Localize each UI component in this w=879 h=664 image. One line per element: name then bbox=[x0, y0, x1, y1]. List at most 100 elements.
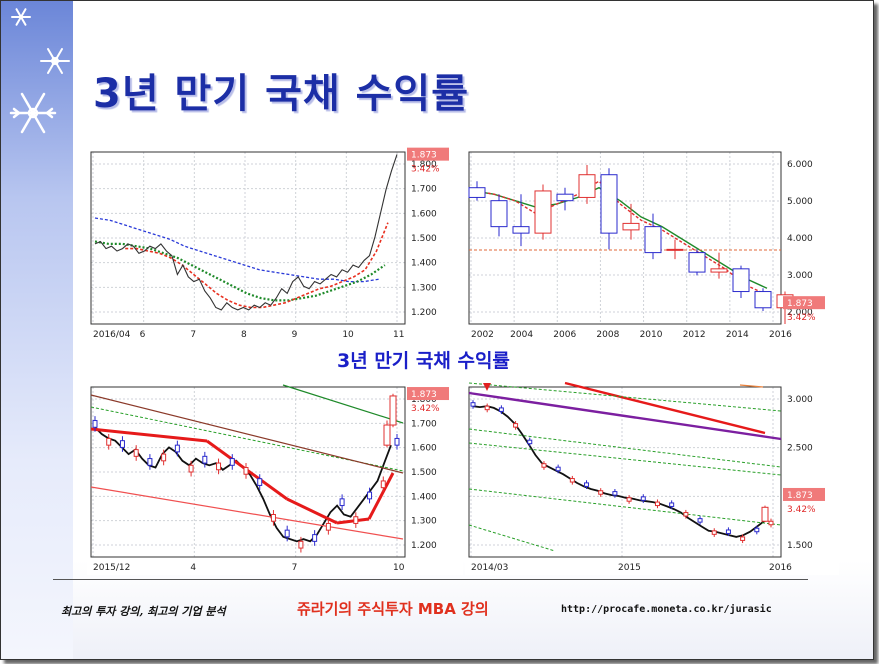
moving-average-green bbox=[282, 384, 404, 424]
candle-body bbox=[353, 516, 359, 524]
candle-body bbox=[257, 478, 263, 486]
candle-body bbox=[161, 453, 167, 462]
y-tick-label: 4.000 bbox=[787, 234, 813, 244]
x-tick-label: 2015 bbox=[618, 563, 641, 573]
candle-body bbox=[555, 466, 561, 472]
candle-body bbox=[470, 402, 476, 407]
candle-body bbox=[725, 529, 731, 534]
x-tick-label: 2002 bbox=[471, 330, 494, 340]
candle-body bbox=[92, 420, 98, 428]
candle-body bbox=[133, 449, 139, 457]
panel-background bbox=[87, 379, 463, 575]
candle-body bbox=[243, 467, 249, 475]
candle-body bbox=[298, 540, 304, 549]
panel-background bbox=[87, 144, 463, 342]
moving-average-purple bbox=[468, 391, 782, 441]
plot-frame bbox=[90, 386, 406, 558]
x-tick-label: 6 bbox=[140, 330, 146, 340]
y-tick-label: 1.500 bbox=[411, 468, 437, 478]
y-tick-label: 1.300 bbox=[411, 517, 437, 527]
y-tick-label: 1.600 bbox=[411, 209, 437, 219]
candle-body bbox=[216, 462, 222, 471]
y-tick-label: 1.400 bbox=[411, 492, 437, 502]
x-tick-label: 2012 bbox=[683, 330, 706, 340]
last-value-label: 1.873 bbox=[411, 390, 437, 400]
series-line-price bbox=[94, 154, 398, 311]
y-tick-label: 3.000 bbox=[787, 271, 813, 281]
candle-body bbox=[394, 437, 400, 446]
x-tick-label: 2010 bbox=[640, 330, 663, 340]
footer-url[interactable]: http://procafe.moneta.co.kr/jurasic bbox=[561, 604, 772, 615]
candle-body bbox=[669, 502, 675, 507]
channel-line-4 bbox=[468, 488, 782, 526]
x-tick-label: 7 bbox=[190, 330, 196, 340]
channel-line-1 bbox=[468, 382, 782, 412]
candle-body bbox=[761, 506, 769, 522]
candle-body bbox=[229, 458, 235, 466]
candle-body bbox=[312, 534, 318, 542]
candle-body bbox=[490, 200, 508, 228]
candle-body bbox=[513, 423, 519, 428]
y-tick-label: 2.500 bbox=[787, 444, 813, 454]
candle-body bbox=[389, 395, 397, 426]
y-tick-label: 1.300 bbox=[411, 283, 437, 293]
x-tick-label: 4 bbox=[190, 563, 196, 573]
series-line-dotted_green bbox=[94, 240, 386, 302]
candle-body bbox=[612, 491, 618, 496]
candle-body bbox=[768, 520, 774, 526]
y-tick-label: 1.700 bbox=[411, 419, 437, 429]
plot-frame bbox=[468, 386, 782, 558]
down-arrow-icon bbox=[483, 383, 491, 391]
candle-body bbox=[119, 440, 125, 448]
y-tick-label: 1.700 bbox=[411, 185, 437, 195]
x-tick-label: 7 bbox=[292, 563, 298, 573]
candle-body bbox=[640, 496, 646, 501]
y-tick-label: 1.800 bbox=[411, 160, 437, 170]
x-tick-label: 11 bbox=[393, 330, 404, 340]
x-tick-label: 9 bbox=[292, 330, 298, 340]
candle-body bbox=[367, 491, 373, 500]
candle-body bbox=[584, 482, 590, 487]
candle-body bbox=[339, 498, 345, 507]
trend-line-red bbox=[90, 486, 404, 540]
slide-title: 3년 만기 국채 수익률 bbox=[93, 71, 470, 117]
last-value-badge bbox=[407, 147, 449, 161]
candle-body bbox=[556, 193, 574, 202]
plot-frame bbox=[90, 151, 406, 325]
last-value-badge bbox=[783, 487, 825, 501]
y-tick-label: 1.400 bbox=[411, 259, 437, 269]
x-tick-label: 2008 bbox=[596, 330, 619, 340]
candle-body bbox=[284, 529, 290, 538]
footer-note: 최고의 투자 강의, 최고의 기업 분석 bbox=[61, 605, 226, 618]
candle-body bbox=[666, 248, 684, 251]
chart-panel-daily-2016: 2016/04 6 7 8 9 10 11 1.800 1.700 1.600 1.500 1.400… bbox=[87, 144, 463, 342]
last-value-badge bbox=[407, 387, 449, 401]
chart-panel-daily-2015: 2015/1247101.8001.7001.6001.5001.4001.30… bbox=[87, 379, 463, 575]
footer-course-title: 쥬라기의 주식투자 MBA 강의 bbox=[297, 600, 489, 618]
y-tick-label: 3.000 bbox=[787, 395, 813, 405]
x-tick-label: 2016 bbox=[769, 330, 792, 340]
candle-body bbox=[626, 497, 632, 502]
candle-body bbox=[270, 514, 276, 522]
x-tick-label: 2016/04 bbox=[93, 330, 131, 340]
y-tick-label: 1.500 bbox=[787, 541, 813, 551]
x-tick-label: 2006 bbox=[553, 330, 576, 340]
x-tick-label: 10 bbox=[393, 563, 405, 573]
snowflake-icon bbox=[9, 8, 70, 134]
candle-body bbox=[754, 291, 772, 309]
last-value-badge bbox=[783, 296, 825, 310]
moving-average-red-a bbox=[90, 427, 208, 443]
last-value-label: 1.873 bbox=[787, 299, 813, 309]
candle-body bbox=[147, 458, 153, 466]
x-tick-label: 10 bbox=[342, 330, 354, 340]
candle-body bbox=[600, 174, 618, 234]
candle-body bbox=[598, 490, 604, 495]
channel-line-3 bbox=[468, 442, 782, 476]
series-line-ma_green bbox=[472, 186, 768, 289]
x-tick-label: 2004 bbox=[510, 330, 533, 340]
candle-body bbox=[754, 527, 760, 533]
y-tick-label: 5.000 bbox=[787, 197, 813, 207]
candle-body bbox=[106, 437, 112, 446]
x-tick-label: 2014 bbox=[726, 330, 749, 340]
